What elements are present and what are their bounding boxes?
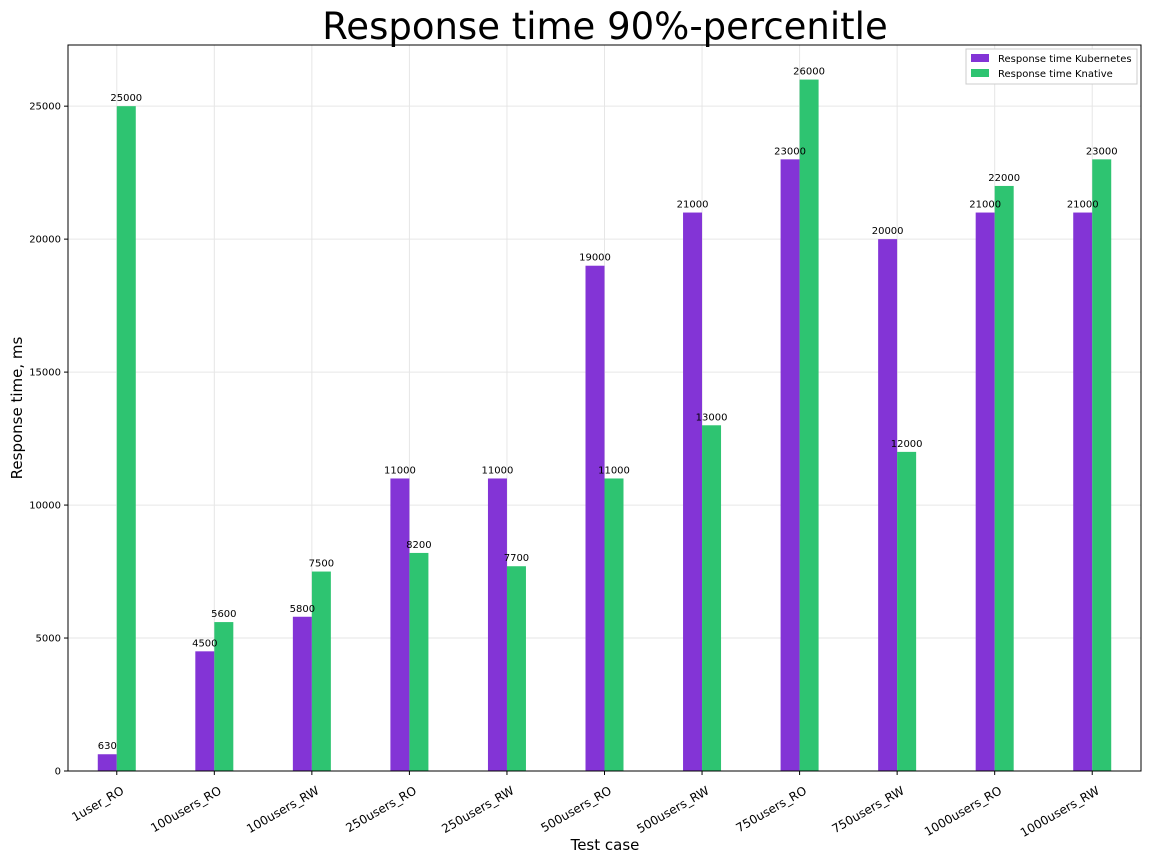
- data-label: 5800: [290, 604, 315, 615]
- bar-knative: [1092, 159, 1112, 771]
- y-tick-label: 10000: [29, 501, 61, 512]
- legend-entry-knative: Response time Knative: [998, 69, 1113, 80]
- bar-kubernetes: [1073, 212, 1093, 772]
- data-label: 5600: [211, 609, 236, 620]
- bar-knative: [702, 425, 722, 771]
- y-axis-label: Response time, ms: [8, 336, 26, 479]
- y-tick-label: 5000: [36, 634, 61, 645]
- x-tick-label: 750users_RW: [829, 783, 906, 836]
- bar-knative: [116, 106, 136, 771]
- data-label: 630: [98, 741, 117, 752]
- data-label: 21000: [1067, 200, 1099, 211]
- x-axis-ticks: 1user_RO 100users_RO 100users_RW 250users_R…: [69, 771, 1102, 840]
- bar-knative: [409, 552, 429, 771]
- x-tick-label: 250users_RW: [439, 783, 516, 836]
- legend-swatch-kubernetes: [971, 54, 989, 62]
- legend-frame: [965, 48, 1138, 85]
- bar-knative: [897, 451, 917, 771]
- y-tick-label: 15000: [29, 368, 61, 379]
- data-label: 19000: [579, 253, 611, 264]
- bar-kubernetes: [878, 239, 898, 772]
- data-label: 23000: [1086, 146, 1118, 157]
- bar-kubernetes: [975, 212, 995, 772]
- x-tick-label: 500users_RW: [634, 783, 711, 836]
- x-tick-label: 1000users_RO: [922, 783, 1004, 838]
- data-label: 13000: [696, 412, 728, 423]
- x-tick-label: 100users_RW: [244, 783, 321, 836]
- bar-knative: [214, 622, 234, 771]
- y-tick-label: 20000: [29, 235, 61, 246]
- bar-knative: [311, 571, 331, 771]
- y-tick-label: 0: [55, 767, 61, 778]
- x-tick-label: 1000users_RW: [1018, 783, 1102, 840]
- data-label: 21000: [969, 200, 1001, 211]
- bar-kubernetes: [97, 754, 117, 771]
- data-label: 7700: [504, 553, 529, 564]
- bar-knative: [506, 566, 526, 771]
- bar-knative: [604, 478, 624, 771]
- x-tick-label: 500users_RO: [538, 783, 614, 835]
- data-label: 7500: [309, 559, 334, 570]
- data-label: 11000: [384, 465, 416, 476]
- bar-kubernetes: [390, 478, 410, 771]
- bar-kubernetes: [487, 478, 507, 771]
- bar-kubernetes: [195, 651, 215, 771]
- data-label: 25000: [110, 93, 142, 104]
- bar-knative: [799, 79, 819, 772]
- bar-knative: [994, 185, 1014, 771]
- bar-kubernetes: [780, 159, 800, 771]
- x-tick-label: 100users_RO: [148, 783, 224, 835]
- data-label: 20000: [872, 226, 904, 237]
- x-tick-label: 750users_RO: [734, 783, 810, 835]
- bar-kubernetes: [292, 616, 312, 771]
- data-label: 22000: [988, 173, 1020, 184]
- bar-kubernetes: [585, 265, 605, 771]
- data-label: 23000: [774, 146, 806, 157]
- chart-title: Response time 90%-percenitle: [322, 5, 887, 48]
- data-labels: 630 4500 5800 11000 11000 19000 21000 23000 2000…: [98, 67, 1118, 753]
- legend: Response time Kubernetes Response time K…: [965, 48, 1138, 85]
- data-label: 12000: [891, 439, 923, 450]
- x-tick-label: 1user_RO: [69, 783, 126, 824]
- y-axis-ticks: 0 5000 10000 15000 20000 25000: [29, 102, 68, 778]
- bar-kubernetes: [683, 212, 703, 772]
- y-tick-label: 25000: [29, 102, 61, 113]
- data-label: 11000: [482, 465, 514, 476]
- legend-entry-kubernetes: Response time Kubernetes: [998, 54, 1132, 65]
- x-tick-label: 250users_RO: [343, 783, 419, 835]
- data-label: 8200: [406, 540, 431, 551]
- data-label: 21000: [677, 200, 709, 211]
- bars: [97, 79, 1112, 772]
- legend-swatch-knative: [971, 69, 989, 77]
- data-label: 4500: [192, 638, 217, 649]
- x-axis-label: Test case: [570, 836, 640, 854]
- data-label: 26000: [793, 67, 825, 78]
- data-label: 11000: [598, 465, 630, 476]
